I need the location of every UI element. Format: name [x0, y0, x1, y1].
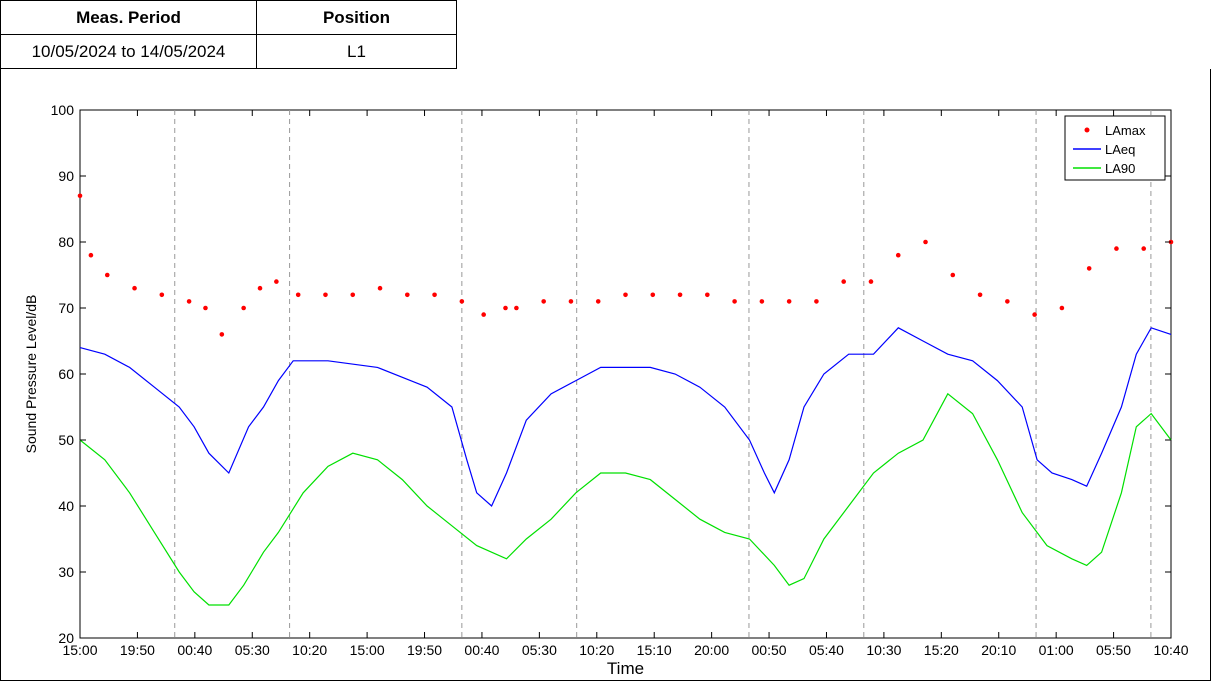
x-tick-label: 20:10	[981, 642, 1016, 658]
lamax-point	[459, 299, 465, 304]
lamax-point	[323, 292, 328, 298]
lamax-point	[257, 285, 263, 291]
x-tick-label: 19:50	[120, 642, 155, 658]
lamax-point	[977, 292, 983, 298]
lamax-point	[950, 272, 956, 278]
legend-label: LAmax	[1105, 123, 1146, 138]
x-tick-label: 01:00	[1039, 642, 1074, 658]
x-tick-label: 15:10	[637, 642, 672, 658]
measurement-info-table: Meas. Period Position 10/05/2024 to 14/0…	[0, 0, 457, 69]
lamax-point	[705, 292, 710, 298]
lamax-point	[514, 305, 519, 311]
lamax-point	[923, 239, 928, 245]
meas-period-header: Meas. Period	[0, 0, 257, 35]
y-tick-label: 50	[58, 432, 74, 448]
lamax-point	[186, 299, 192, 304]
la90-series-line	[79, 392, 1172, 606]
lamax-point	[623, 292, 628, 298]
x-tick-label: 00:40	[177, 642, 212, 658]
x-tick-label: 05:30	[235, 642, 270, 658]
x-tick-label: 00:40	[464, 642, 499, 658]
laeq-series-line	[79, 327, 1172, 507]
x-tick-label: 10:20	[579, 642, 614, 658]
lamax-point	[274, 279, 279, 284]
y-tick-label: 30	[58, 564, 74, 580]
x-tick-label: 15:00	[350, 642, 385, 658]
lamax-point	[377, 285, 383, 291]
legend-label: LA90	[1105, 161, 1135, 176]
meas-period-value: 10/05/2024 to 14/05/2024	[0, 34, 257, 69]
lamax-point	[732, 299, 737, 304]
lamax-point	[595, 299, 601, 304]
lamax-point	[77, 193, 83, 199]
lamax-point	[1059, 305, 1065, 311]
lamax-point	[1114, 246, 1119, 251]
lamax-point	[132, 285, 137, 291]
y-tick-label: 80	[58, 234, 74, 250]
lamax-point	[88, 252, 94, 258]
x-tick-label: 00:50	[752, 642, 787, 658]
lamax-point	[350, 292, 356, 298]
x-tick-label: 19:50	[407, 642, 442, 658]
y-tick-label: 20	[58, 630, 74, 646]
x-tick-label: 10:20	[292, 642, 327, 658]
x-tick-label: 05:30	[522, 642, 557, 658]
lamax-point	[1032, 312, 1037, 317]
x-tick-label: 10:40	[1153, 642, 1188, 658]
lamax-point	[241, 305, 246, 311]
lamax-point	[405, 292, 410, 298]
y-tick-label: 90	[58, 168, 74, 184]
legend: LAmax LAeq LA90	[1064, 115, 1166, 181]
y-tick-label: 70	[58, 300, 74, 316]
lamax-point	[786, 299, 792, 304]
lamax-point	[432, 292, 437, 298]
position-header: Position	[256, 0, 457, 35]
y-tick-label: 60	[58, 366, 74, 382]
lamax-point	[295, 292, 301, 298]
lamax-point	[759, 299, 765, 304]
lamax-point	[503, 305, 508, 311]
x-tick-label: 20:00	[694, 642, 729, 658]
plot-area	[79, 109, 1172, 639]
x-tick-label: 15:00	[62, 642, 97, 658]
x-tick-label: 15:20	[924, 642, 959, 658]
lamax-point	[481, 312, 486, 317]
lamax-point	[219, 332, 225, 337]
lamax-point	[650, 292, 656, 298]
legend-marker	[1084, 127, 1090, 133]
lamax-point	[568, 299, 574, 304]
lamax-point	[1141, 246, 1147, 251]
lamax-point	[895, 252, 901, 258]
position-value: L1	[256, 34, 457, 69]
lamax-point	[203, 305, 208, 311]
legend-box	[1064, 115, 1166, 181]
noise-level-chart: 20 30 40 50 60 70 80 90 100 15:00 19:50 00:40 05:30 1…	[23, 102, 1189, 678]
x-tick-label: 05:50	[1096, 642, 1131, 658]
lamax-point	[1005, 299, 1010, 304]
lamax-point	[677, 292, 683, 298]
x-axis-label: Time	[607, 659, 644, 678]
info-value-row: 10/05/2024 to 14/05/2024 L1	[0, 34, 457, 69]
info-header-row: Meas. Period Position	[0, 0, 457, 35]
lamax-point	[814, 299, 819, 304]
lamax-point	[159, 292, 165, 298]
x-tick-label: 05:40	[809, 642, 844, 658]
y-axis-label: Sound Pressure Level/dB	[23, 295, 39, 454]
legend-label: LAeq	[1105, 142, 1135, 157]
lamax-point	[104, 272, 110, 278]
lamax-point	[868, 279, 874, 284]
y-tick-label: 40	[58, 498, 74, 514]
x-tick-label: 10:30	[866, 642, 901, 658]
y-tick-label: 100	[51, 102, 75, 118]
lamax-point	[1086, 266, 1092, 271]
lamax-point	[541, 299, 546, 304]
lamax-point	[841, 279, 846, 284]
